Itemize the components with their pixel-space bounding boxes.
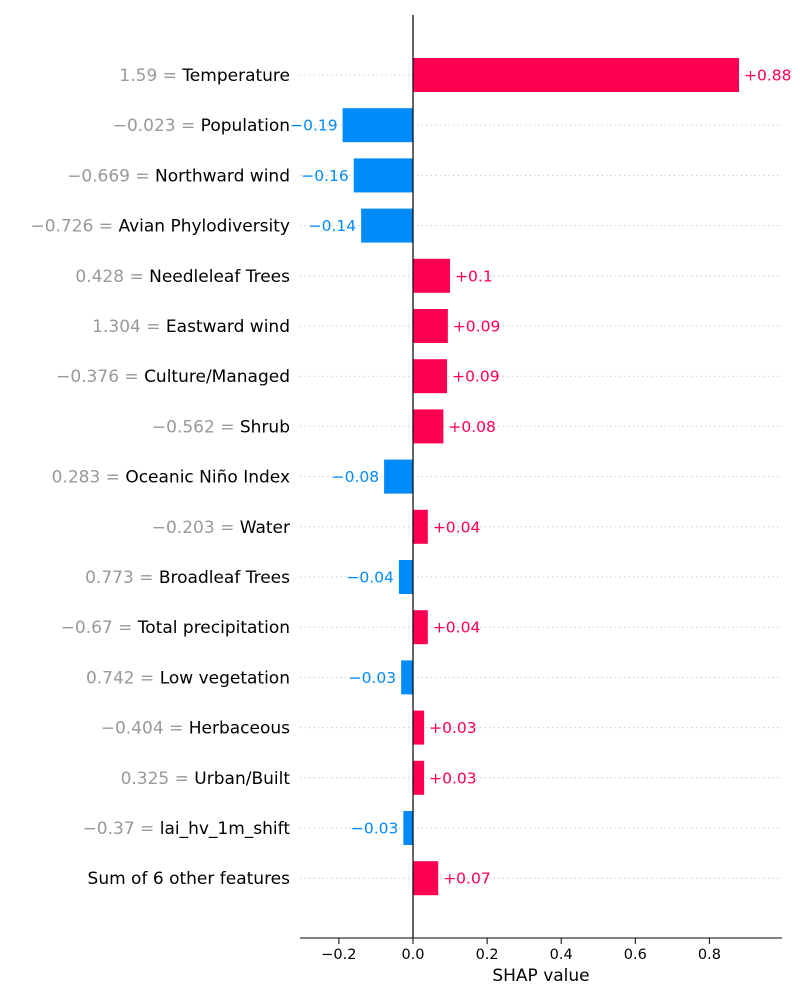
feature-name: Urban/Built: [194, 769, 290, 789]
feature-value: 1.304 =: [92, 317, 166, 337]
feature-name: Population: [201, 116, 290, 136]
bar: [413, 861, 439, 896]
value-label: +0.07: [443, 870, 491, 888]
feature-label: −0.376 = Culture/Managed: [56, 367, 290, 387]
feature-name: Oceanic Niño Index: [125, 468, 290, 488]
bar: [413, 610, 428, 645]
bar: [413, 309, 448, 343]
feature-label: −0.404 = Herbaceous: [101, 719, 290, 739]
feature-value: 0.325 =: [121, 769, 195, 789]
feature-value: −0.67 =: [61, 618, 138, 638]
feature-name: Low vegetation: [160, 668, 290, 688]
feature-name: Eastward wind: [166, 317, 290, 337]
row-gridlines: [300, 74, 782, 879]
value-labels: +0.88 −0.19 −0.16 −0.14 +0.1 +0.09 +0.09 +0.08 −…: [290, 67, 791, 888]
bar: [342, 108, 413, 143]
feature-name: Needleleaf Trees: [149, 267, 290, 287]
bar: [384, 459, 413, 494]
feature-name: Culture/Managed: [144, 367, 290, 387]
feature-name: Sum of 6 other features: [88, 869, 291, 889]
feature-label: −0.726 = Avian Phylodiversity: [30, 217, 290, 237]
bar: [413, 258, 451, 293]
feature-label: −0.669 = Northward wind: [67, 166, 290, 186]
feature-label: −0.37 = lai_hv_1m_shift: [83, 819, 291, 839]
x-tick-label: −0.2: [321, 947, 356, 963]
feature-value: 0.283 =: [52, 468, 126, 488]
x-tick-label: 0.4: [550, 947, 573, 963]
feature-name: Northward wind: [155, 166, 290, 186]
feature-value: −0.023 =: [113, 116, 201, 136]
value-label: +0.08: [448, 418, 496, 436]
bar: [353, 158, 413, 193]
feature-label: 1.304 = Eastward wind: [92, 317, 290, 337]
feature-name: Water: [240, 518, 290, 538]
bar: [403, 811, 413, 845]
bar: [413, 760, 425, 795]
feature-value: −0.376 =: [56, 367, 144, 387]
value-label: +0.03: [429, 769, 477, 787]
feature-label: −0.562 = Shrub: [152, 417, 290, 437]
feature-value: −0.726 =: [30, 217, 118, 237]
feature-name: Total precipitation: [137, 618, 290, 638]
value-label: +0.09: [453, 318, 501, 336]
feature-value: −0.562 =: [152, 417, 240, 437]
value-label: +0.03: [429, 719, 477, 737]
feature-name: Shrub: [240, 417, 290, 437]
value-label: −0.16: [301, 167, 349, 185]
feature-name: Temperature: [181, 66, 290, 86]
x-axis-ticks: −0.2 0.0 0.2 0.4 0.6 0.8: [321, 938, 721, 963]
feature-label: Sum of 6 other features: [88, 869, 291, 889]
x-tick-label: 0.0: [401, 947, 424, 963]
feature-label: −0.67 = Total precipitation: [61, 618, 290, 638]
feature-value: −0.37 =: [83, 819, 160, 839]
feature-value: 0.773 =: [85, 568, 159, 588]
feature-value: −0.669 =: [67, 166, 155, 186]
feature-value: −0.404 =: [101, 719, 189, 739]
feature-name: Avian Phylodiversity: [118, 217, 290, 237]
x-tick-label: 0.2: [476, 947, 499, 963]
feature-value: 0.428 =: [75, 267, 149, 287]
x-axis-title: SHAP value: [492, 966, 589, 986]
feature-value: 0.742 =: [86, 668, 160, 688]
value-label: −0.19: [290, 117, 338, 135]
bar: [361, 208, 413, 243]
feature-name: Broadleaf Trees: [159, 568, 290, 588]
feature-label: −0.023 = Population: [113, 116, 290, 136]
feature-name: lai_hv_1m_shift: [160, 819, 291, 839]
feature-label: 0.773 = Broadleaf Trees: [85, 568, 290, 588]
feature-name: Herbaceous: [189, 719, 290, 739]
value-label: +0.04: [433, 518, 481, 536]
x-tick-label: 0.6: [624, 947, 647, 963]
feature-label: 0.283 = Oceanic Niño Index: [52, 468, 290, 488]
feature-label: 0.325 = Urban/Built: [121, 769, 291, 789]
bar: [413, 409, 444, 444]
x-tick-label: 0.8: [698, 947, 721, 963]
bar: [401, 660, 413, 695]
value-label: +0.09: [452, 368, 500, 386]
value-label: −0.08: [332, 468, 380, 486]
value-label: +0.04: [433, 619, 481, 637]
feature-label: 0.742 = Low vegetation: [86, 668, 290, 688]
value-label: −0.04: [346, 569, 394, 587]
bar: [413, 359, 448, 394]
value-label: +0.1: [455, 267, 493, 285]
feature-label: −0.203 = Water: [152, 518, 290, 538]
bar: [398, 560, 413, 594]
bar: [413, 58, 740, 92]
value-label: −0.03: [349, 669, 397, 687]
feature-value: −0.203 =: [152, 518, 240, 538]
feature-label: 1.59 = Temperature: [119, 66, 290, 86]
value-label: +0.88: [744, 67, 792, 85]
bar: [413, 710, 425, 745]
value-label: −0.03: [351, 820, 399, 838]
feature-value: 1.59 =: [119, 66, 182, 86]
feature-labels: 1.59 = Temperature−0.023 = Population−0.…: [30, 66, 290, 889]
bars: [342, 58, 740, 896]
bar: [413, 509, 428, 544]
feature-label: 0.428 = Needleleaf Trees: [75, 267, 290, 287]
value-label: −0.14: [309, 217, 357, 235]
